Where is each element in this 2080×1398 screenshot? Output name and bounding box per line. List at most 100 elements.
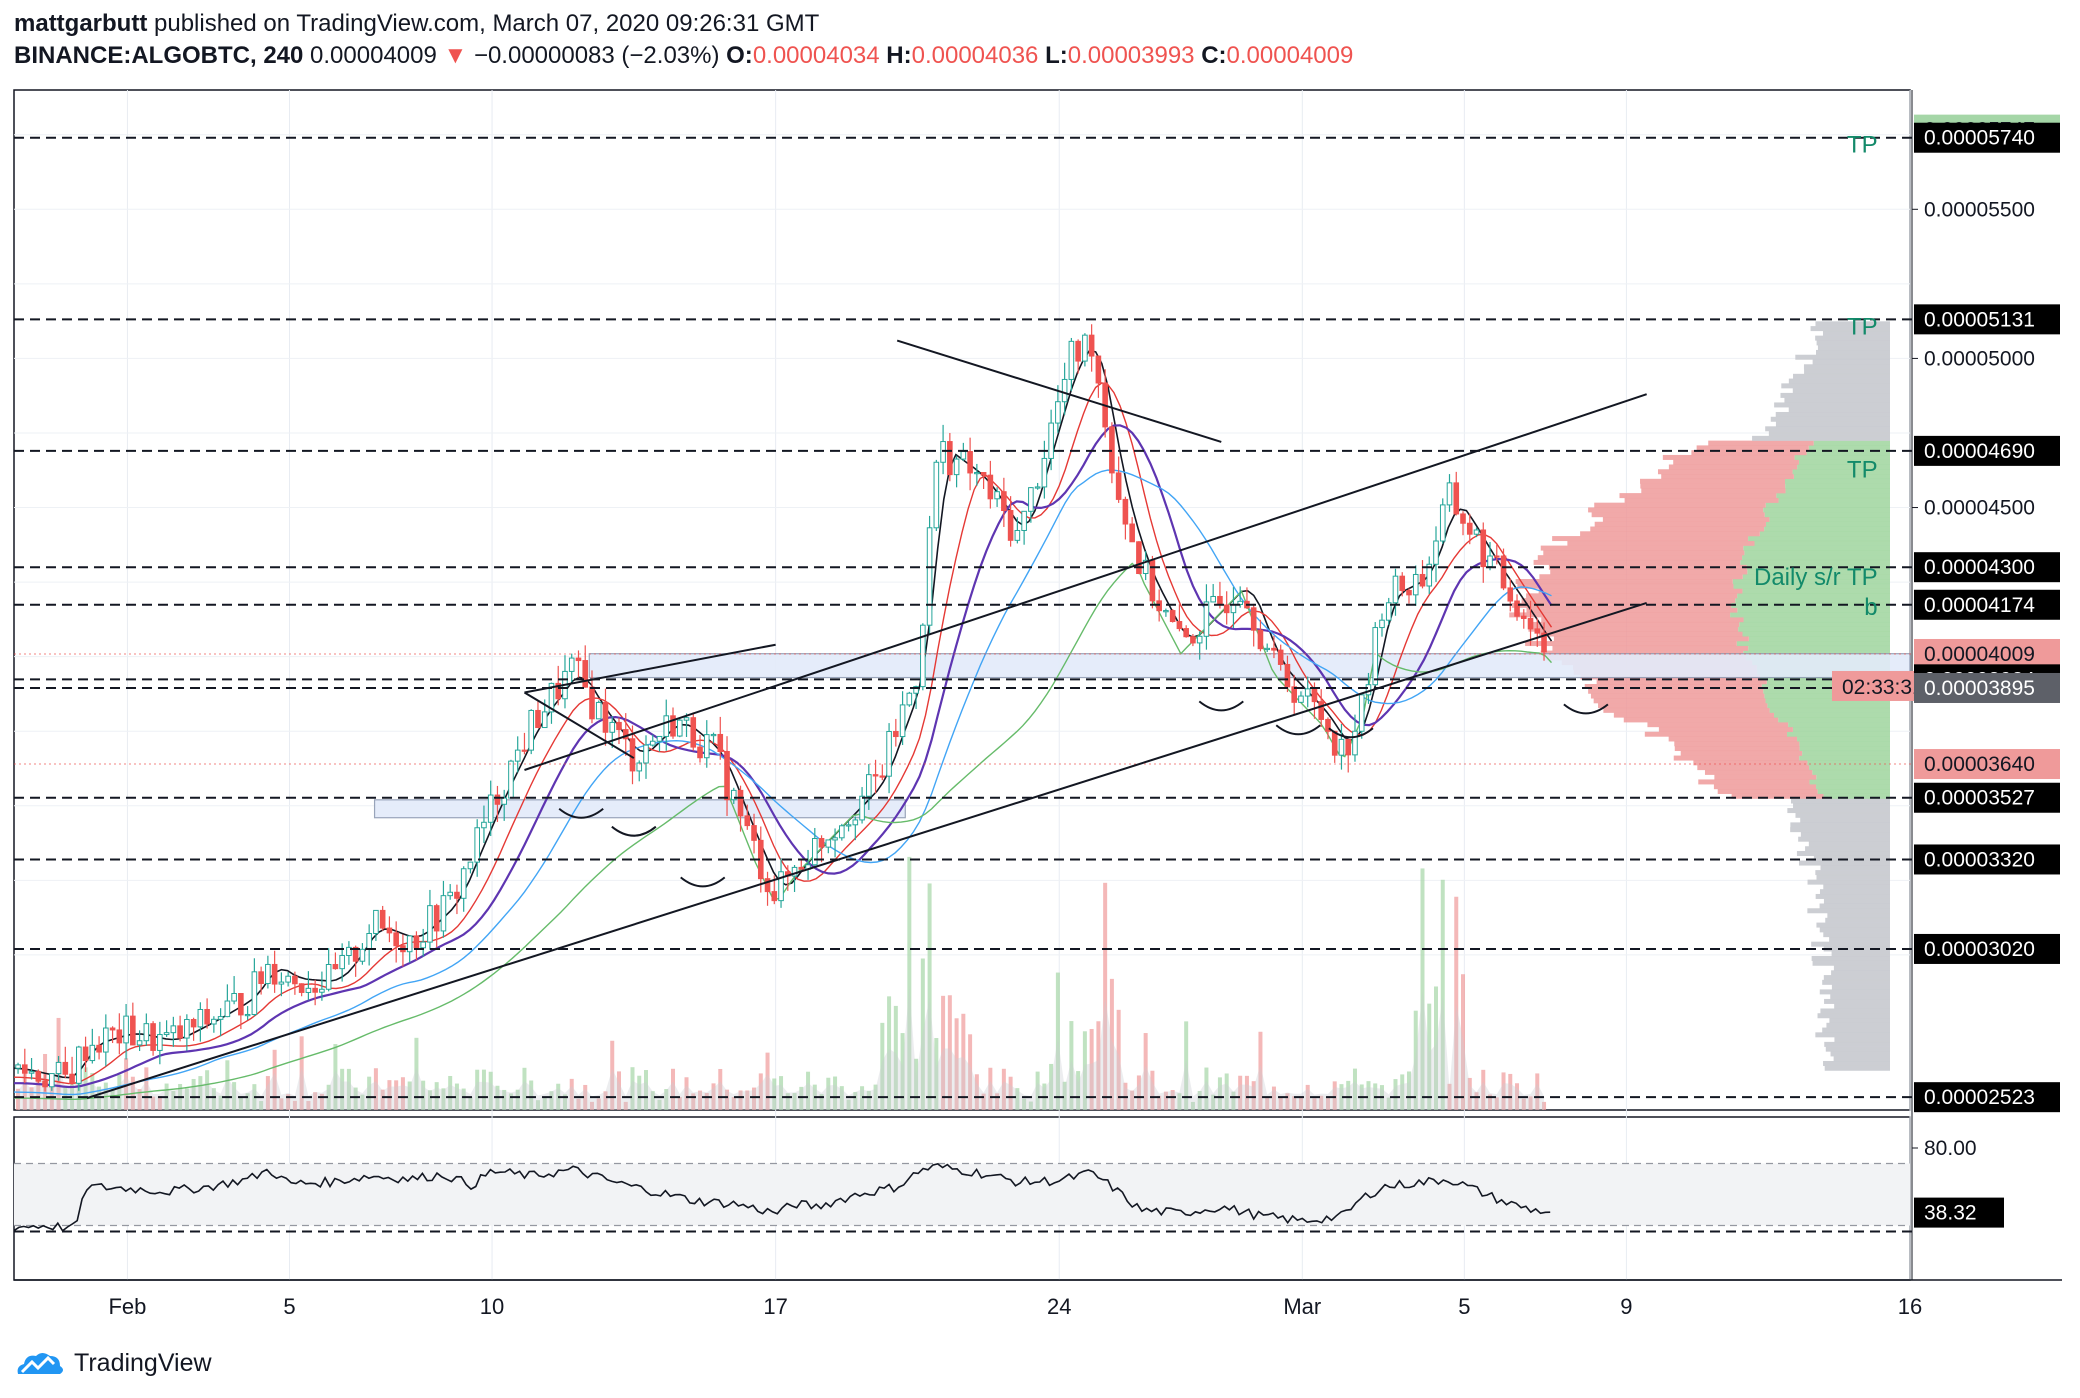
volume-bar bbox=[299, 1036, 304, 1110]
candle-body bbox=[454, 891, 460, 899]
volume-bar bbox=[333, 1044, 338, 1110]
candle-body bbox=[292, 975, 298, 985]
pattern-arc bbox=[680, 876, 726, 888]
volume-bar bbox=[373, 1068, 378, 1110]
volume-profile-bar bbox=[1817, 1013, 1890, 1019]
level-annotation: Daily s/r TP bbox=[1754, 564, 1878, 591]
volume-profile-bar bbox=[1799, 741, 1890, 747]
candle-body bbox=[413, 935, 420, 949]
candle-body bbox=[663, 715, 670, 737]
volume-profile-bar bbox=[1810, 326, 1890, 332]
price-label-box bbox=[1914, 933, 2060, 964]
volume-bar bbox=[542, 1096, 547, 1110]
volume-bar bbox=[1413, 1010, 1418, 1110]
volume-profile-bar bbox=[1785, 483, 1890, 489]
candle-body bbox=[514, 749, 521, 762]
volume-bar bbox=[1204, 1067, 1209, 1110]
volume-bar bbox=[340, 1068, 345, 1110]
volume-profile-bar bbox=[1738, 626, 1890, 632]
volume-profile-bar bbox=[1822, 979, 1890, 985]
volume-bar bbox=[1461, 974, 1466, 1110]
volume-profile-bar bbox=[1528, 626, 1739, 632]
volume-bar bbox=[731, 1096, 736, 1110]
volume-profile-bar bbox=[1567, 540, 1755, 546]
volume-profile-bar bbox=[1830, 994, 1890, 1000]
volume-bar bbox=[353, 1087, 358, 1110]
volume-bar bbox=[1224, 1073, 1229, 1110]
price-label-box bbox=[1914, 638, 2060, 669]
volume-bar bbox=[866, 1090, 871, 1110]
candle-body bbox=[818, 838, 825, 848]
volume-profile-bar bbox=[1792, 388, 1890, 394]
volume-bar bbox=[1109, 978, 1114, 1110]
volume-bar bbox=[839, 1086, 844, 1110]
volume-bar bbox=[245, 1093, 250, 1110]
author-name[interactable]: mattgarbutt bbox=[14, 10, 148, 37]
volume-profile-bar bbox=[1765, 521, 1890, 527]
candle-body bbox=[467, 861, 474, 870]
volume-bar bbox=[603, 1091, 608, 1110]
volume-bar bbox=[650, 1091, 655, 1110]
volume-bar bbox=[70, 1077, 75, 1110]
trendline bbox=[86, 602, 1647, 1100]
volume-profile-bar bbox=[1817, 788, 1890, 794]
bar-countdown: 02:33:31 bbox=[1842, 676, 1924, 699]
moving-average-line bbox=[14, 424, 1553, 1089]
candle-body bbox=[859, 795, 865, 821]
volume-profile-bar bbox=[1809, 779, 1890, 785]
volume-profile-bar bbox=[1763, 507, 1890, 513]
volume-profile-bar bbox=[1742, 631, 1890, 637]
volume-profile-bar bbox=[1764, 526, 1890, 532]
volume-profile-bar bbox=[1541, 617, 1744, 623]
candle-body bbox=[204, 1008, 210, 1025]
candle-body bbox=[866, 774, 872, 797]
volume-profile-bar bbox=[1517, 583, 1734, 589]
candle-body bbox=[602, 701, 609, 733]
candle-body bbox=[427, 905, 433, 943]
candle-body bbox=[1466, 522, 1473, 535]
volume-profile-bar bbox=[1764, 693, 1890, 699]
volume-profile-bar bbox=[1552, 536, 1749, 542]
tradingview-logo[interactable]: TradingView bbox=[14, 1348, 212, 1378]
candle-body bbox=[717, 733, 724, 752]
symbol-label[interactable]: BINANCE:ALGOBTC, 240 bbox=[14, 42, 304, 69]
candle-body bbox=[494, 794, 501, 805]
candle-body bbox=[764, 878, 771, 893]
volume-bar bbox=[144, 1067, 149, 1110]
candle-body bbox=[1190, 636, 1196, 644]
volume-bar bbox=[1055, 972, 1060, 1110]
candle-body bbox=[1271, 647, 1277, 651]
candle-body bbox=[285, 975, 291, 983]
candle-body bbox=[852, 819, 859, 826]
volume-bar bbox=[900, 1033, 905, 1110]
high-label: H: bbox=[886, 42, 912, 69]
level-annotation: TP bbox=[1847, 457, 1878, 484]
volume-profile-bar bbox=[1668, 464, 1798, 470]
volume-profile-bar bbox=[1795, 354, 1890, 360]
volume-profile-bar bbox=[1742, 574, 1890, 580]
candle-body bbox=[1021, 510, 1027, 531]
volume-bar bbox=[434, 1082, 439, 1110]
volume-bar bbox=[319, 1093, 324, 1110]
open-label: O: bbox=[726, 42, 753, 69]
volume-bar bbox=[981, 1093, 986, 1110]
volume-profile-bar bbox=[1731, 793, 1824, 799]
volume-profile-bar bbox=[1807, 908, 1890, 914]
volume-profile-bar bbox=[1538, 631, 1743, 637]
volume-bar bbox=[454, 1083, 459, 1110]
volume-profile-bar bbox=[1736, 641, 1890, 647]
volume-profile-bar bbox=[1816, 874, 1890, 880]
publish-info: mattgarbutt published on TradingView.com… bbox=[14, 8, 2074, 40]
volume-bar bbox=[947, 995, 952, 1110]
volume-profile-bar bbox=[1809, 765, 1890, 771]
volume-profile-bar bbox=[1647, 722, 1789, 728]
volume-profile-bar bbox=[1813, 855, 1890, 861]
candle-body bbox=[1291, 686, 1298, 703]
candle-body bbox=[913, 686, 919, 694]
candle-body bbox=[933, 461, 940, 529]
volume-bar bbox=[1325, 1096, 1330, 1110]
volume-bar bbox=[535, 1100, 540, 1110]
volume-profile-bar bbox=[1788, 378, 1890, 384]
price-label: 0.00005740 bbox=[1924, 127, 2035, 150]
